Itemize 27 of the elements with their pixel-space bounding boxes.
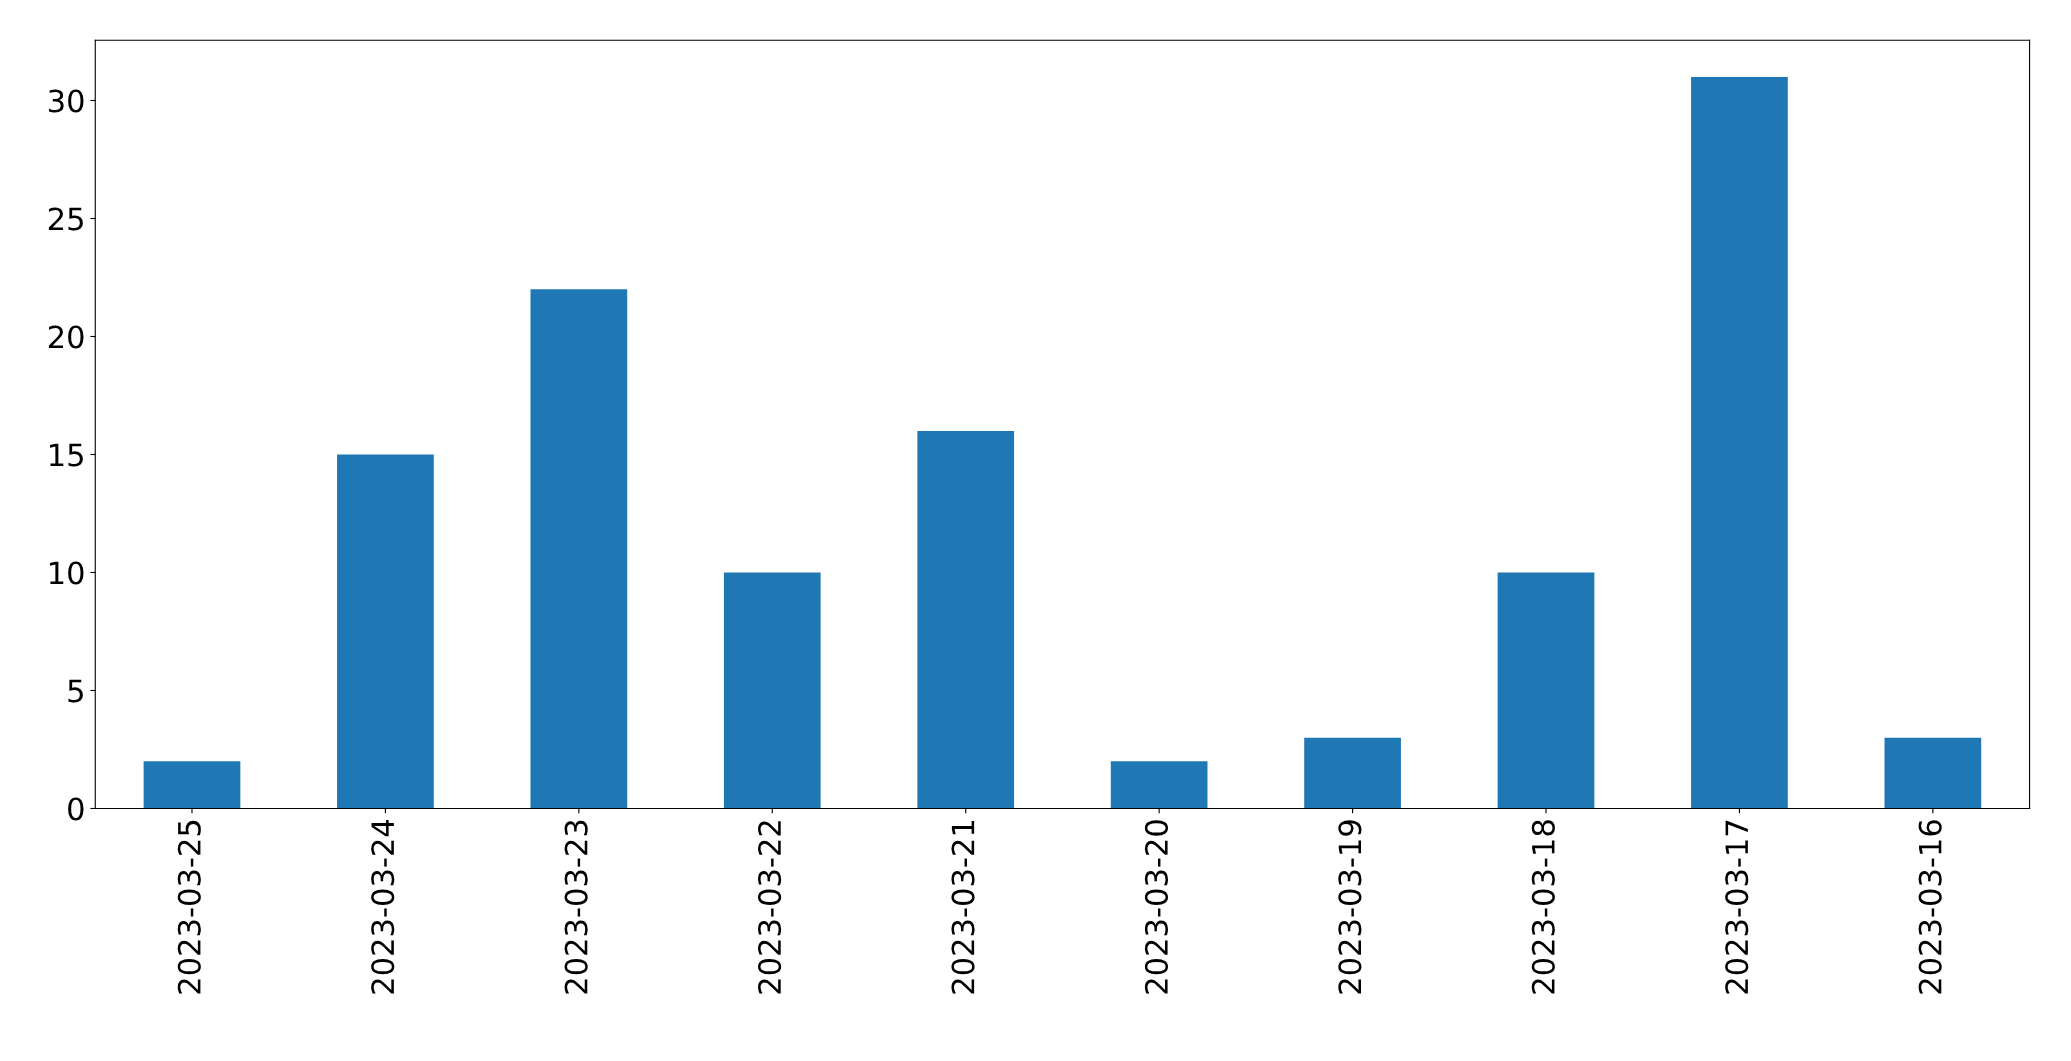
bar: [1304, 737, 1401, 809]
y-tick-label: 0: [68, 797, 84, 821]
x-tick-label: 2023-03-17: [1725, 820, 1749, 994]
x-tick-label: 2023-03-24: [371, 819, 395, 994]
y-tick-label: 25: [48, 207, 83, 231]
bar: [1497, 572, 1595, 809]
bar: [337, 454, 434, 809]
y-tick-label: 10: [50, 561, 84, 585]
bar: [143, 761, 241, 809]
y-tick-label: 5: [68, 679, 83, 703]
x-tick-label: 2023-03-19: [1338, 820, 1362, 994]
x-tick-label: 2023-03-21: [951, 821, 975, 994]
y-tick-label: 15: [50, 443, 83, 467]
x-tick-label: 2023-03-22: [758, 821, 782, 994]
bar: [917, 430, 1015, 809]
bar: [1884, 737, 1982, 809]
x-tick-label: 2023-03-18: [1531, 820, 1555, 994]
bar: [1110, 761, 1208, 809]
x-tick-label: 2023-03-23: [564, 820, 588, 994]
bar: [1691, 76, 1788, 809]
y-tick-label: 20: [48, 325, 84, 349]
x-tick-label: 2023-03-16: [1918, 820, 1942, 994]
y-tick-label: 30: [48, 89, 84, 113]
bar: [530, 289, 628, 809]
x-tick-label: 2023-03-25: [177, 820, 201, 994]
x-tick-label: 2023-03-20: [1144, 820, 1168, 994]
bar: [723, 572, 821, 809]
